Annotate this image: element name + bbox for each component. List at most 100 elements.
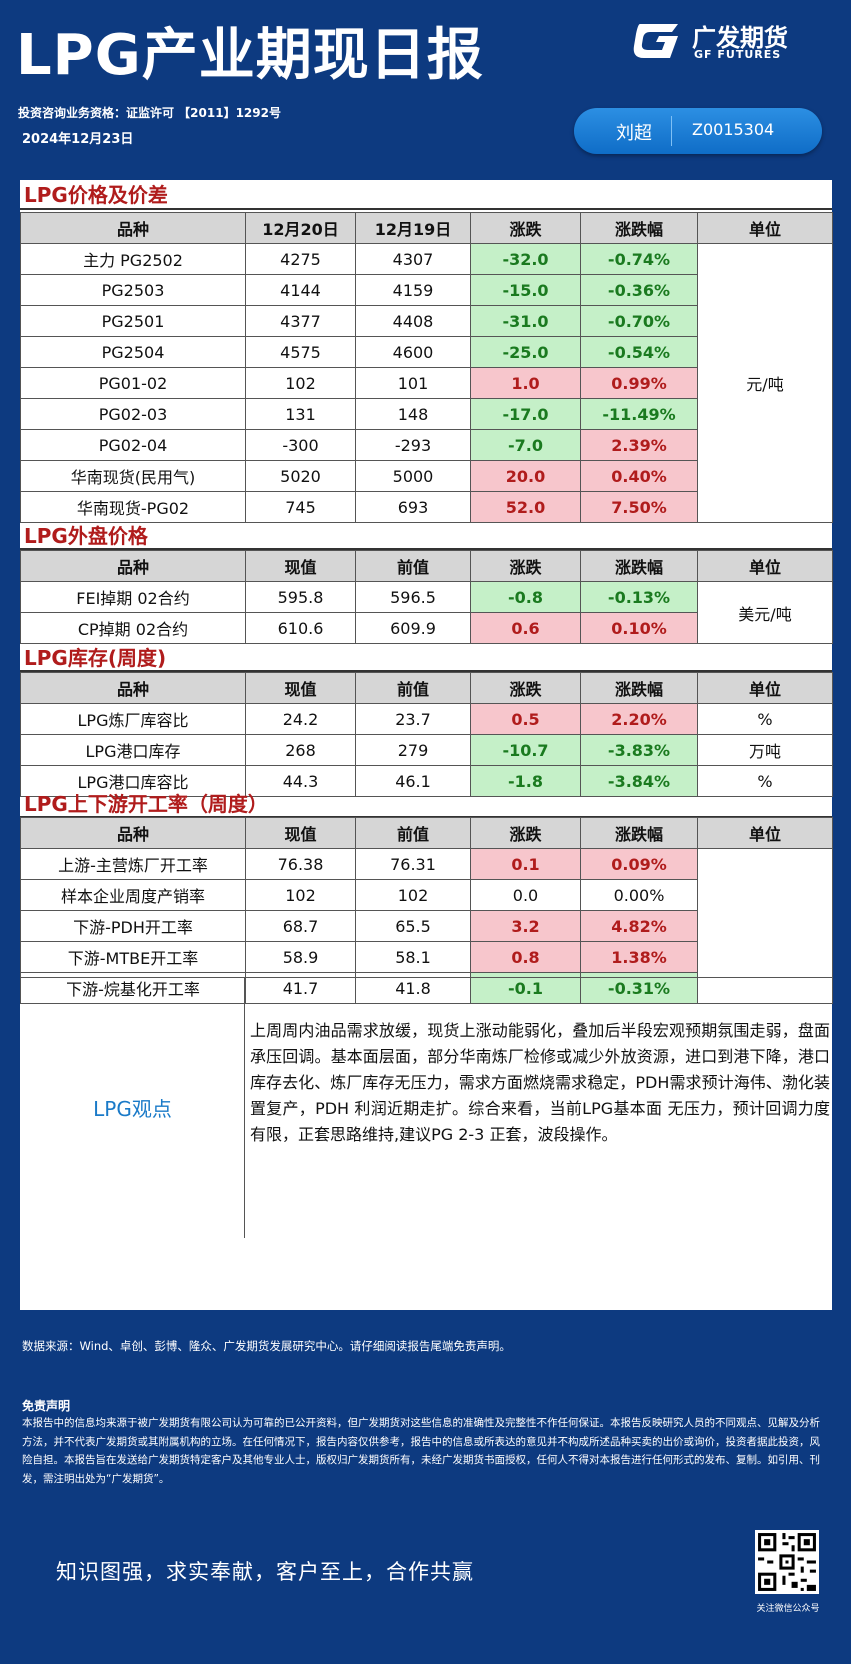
table-row: 下游-PDH开工率 68.7 65.5 3.2 4.82% [20, 910, 833, 942]
column-header: 品种 [20, 212, 246, 244]
value-cell: 5020 [245, 460, 356, 492]
value-cell: 609.9 [355, 612, 471, 644]
report-panel: LPG价格及价差 品种 12月20日 12月19日 涨跌 涨跌幅 单位 主力 PG2502 4… [20, 180, 833, 1310]
value-cell: 102 [245, 367, 356, 399]
value-cell: 3.2 [470, 910, 581, 942]
unit-cell: % [697, 765, 833, 797]
external-price-table: 品种 现值 前值 涨跌 涨跌幅 单位 FEI掉期 02合约 595.8 596.5 -0.8 -0.… [20, 550, 833, 644]
item-name-cell: 华南现货(民用气) [20, 460, 246, 492]
value-cell: -0.70% [580, 305, 698, 337]
value-cell: 68.7 [245, 910, 356, 942]
value-cell: 279 [355, 734, 471, 766]
column-header: 前值 [355, 672, 471, 704]
item-name-cell: PG02-03 [20, 398, 246, 430]
item-name-cell: 下游-PDH开工率 [20, 910, 246, 942]
table-header-row: 品种 12月20日 12月19日 涨跌 涨跌幅 单位 [20, 212, 833, 244]
table-row: LPG港口库容比 44.3 46.1 -1.8 -3.84%% [20, 765, 833, 797]
section-title-operating: LPG上下游开工率（周度） [24, 792, 268, 816]
value-cell: 58.9 [245, 941, 356, 973]
column-header: 涨跌 [470, 212, 581, 244]
item-name-cell: LPG炼厂库容比 [20, 703, 246, 735]
value-cell: -32.0 [470, 243, 581, 275]
value-cell: 52.0 [470, 491, 581, 523]
value-cell: 0.8 [470, 941, 581, 973]
author-divider [671, 116, 672, 146]
table-header-row: 品种 现值 前值 涨跌 涨跌幅 单位 [20, 672, 833, 704]
table-row: 上游-主营炼厂开工率 76.38 76.31 0.1 0.09% [20, 848, 833, 1004]
table-row: 华南现货(民用气) 5020 5000 20.0 0.40% [20, 460, 833, 492]
value-cell: 0.5 [470, 703, 581, 735]
item-name-cell: PG02-04 [20, 429, 246, 461]
table-row: 华南现货-PG02 745 693 52.0 7.50% [20, 491, 833, 523]
gf-futures-logo: 广发期货 GF FUTURES [632, 18, 842, 66]
column-header: 涨跌幅 [580, 550, 698, 582]
value-cell: 46.1 [355, 765, 471, 797]
value-cell: 4159 [355, 274, 471, 306]
table-row: PG2503 4144 4159 -15.0 -0.36% [20, 274, 833, 306]
value-cell: 20.0 [470, 460, 581, 492]
logo-chinese-name: 广发期货 [692, 24, 788, 52]
value-cell: 101 [355, 367, 471, 399]
value-cell: 58.1 [355, 941, 471, 973]
column-header: 涨跌 [470, 817, 581, 849]
table-row: PG01-02 102 101 1.0 0.99% [20, 367, 833, 399]
operating-rate-table: 品种 现值 前值 涨跌 涨跌幅 单位 上游-主营炼厂开工率 76.38 76.31 0.1 0.09… [20, 817, 833, 1004]
table-row: LPG炼厂库容比 24.2 23.7 0.5 2.20%% [20, 703, 833, 735]
company-slogan: 知识图强，求实奉献，客户至上，合作共赢 [56, 1560, 474, 1584]
qr-code-label: 关注微信公众号 [756, 1604, 820, 1614]
table-row: 样本企业周度产销率 102 102 0.0 0.00% [20, 879, 833, 911]
unit-cell: 美元/吨 [697, 581, 833, 644]
table-row: PG2504 4575 4600 -25.0 -0.54% [20, 336, 833, 368]
author-badge: 刘超 Z0015304 [574, 108, 822, 154]
value-cell: 131 [245, 398, 356, 430]
item-name-cell: LPG港口库容比 [20, 765, 246, 797]
value-cell: 44.3 [245, 765, 356, 797]
column-header: 品种 [20, 817, 246, 849]
item-name-cell: 主力 PG2502 [20, 243, 246, 275]
table-row: 主力 PG2502 4275 4307 -32.0 -0.74% 元/吨 [20, 243, 833, 523]
report-header: LPG产业期现日报 广发期货 GF FUTURES 投资咨询业务资格：证监许可 … [0, 0, 851, 170]
column-header: 现值 [245, 817, 356, 849]
value-cell: 2.20% [580, 703, 698, 735]
value-cell: 1.38% [580, 941, 698, 973]
value-cell: -25.0 [470, 336, 581, 368]
value-cell: 745 [245, 491, 356, 523]
value-cell: 0.0 [470, 879, 581, 911]
unit-cell: 万吨 [697, 734, 833, 766]
lpg-view-label-cell: LPG观点 [20, 978, 245, 1238]
column-header: 涨跌幅 [580, 212, 698, 244]
item-name-cell: 上游-主营炼厂开工率 [20, 848, 246, 880]
column-header: 涨跌幅 [580, 672, 698, 704]
section-divider [20, 208, 832, 210]
column-header: 品种 [20, 672, 246, 704]
item-name-cell: CP掉期 02合约 [20, 612, 246, 644]
value-cell: 0.09% [580, 848, 698, 880]
data-source: 数据来源：Wind、卓创、彭博、隆众、广发期货发展研究中心。请仔细阅读报告尾端免… [22, 1339, 511, 1353]
value-cell: 0.10% [580, 612, 698, 644]
item-name-cell: PG2503 [20, 274, 246, 306]
section-divider [20, 670, 832, 672]
value-cell: -7.0 [470, 429, 581, 461]
column-header: 单位 [697, 672, 833, 704]
value-cell: 595.8 [245, 581, 356, 613]
section-divider [20, 548, 832, 550]
column-header: 单位 [697, 817, 833, 849]
value-cell: -11.49% [580, 398, 698, 430]
value-cell: -300 [245, 429, 356, 461]
column-header: 单位 [697, 212, 833, 244]
value-cell: 4377 [245, 305, 356, 337]
item-name-cell: 样本企业周度产销率 [20, 879, 246, 911]
value-cell: 0.00% [580, 879, 698, 911]
value-cell: -0.36% [580, 274, 698, 306]
column-header: 现值 [245, 550, 356, 582]
section-title-inventory: LPG库存(周度) [24, 646, 167, 670]
column-header: 涨跌幅 [580, 817, 698, 849]
gf-logo-icon [633, 24, 678, 58]
item-name-cell: PG01-02 [20, 367, 246, 399]
value-cell: 4408 [355, 305, 471, 337]
value-cell: -0.8 [470, 581, 581, 613]
value-cell: 4275 [245, 243, 356, 275]
value-cell: 1.0 [470, 367, 581, 399]
lpg-view-text: 上周周内油品需求放缓，现货上涨动能弱化，叠加后半段宏观预期氛围走弱，盘面承压回调… [250, 1021, 830, 1144]
table-row: CP掉期 02合约 610.6 609.9 0.6 0.10% [20, 612, 833, 644]
